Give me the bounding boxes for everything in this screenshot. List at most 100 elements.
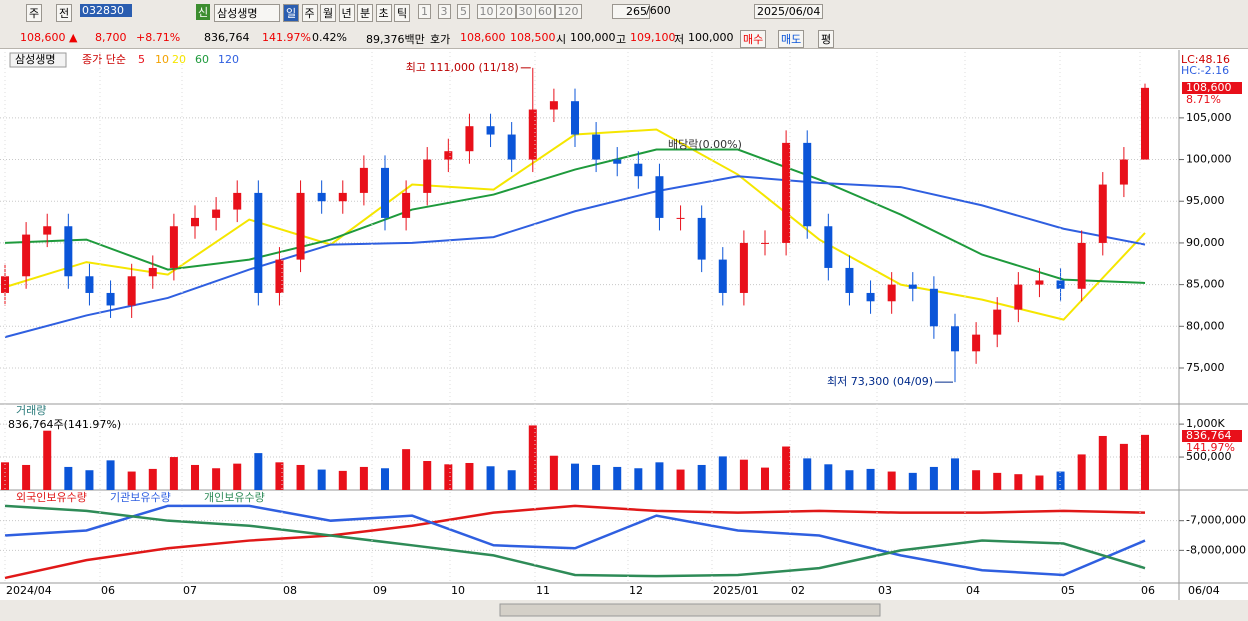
period-button[interactable]: 10 [476,4,497,19]
x-tick-label: 07 [183,584,197,597]
volume-bar [718,456,727,490]
y-tick-label: 80,000 [1186,319,1225,332]
label: 시 [556,33,567,46]
last-volume: 836,764 [1186,429,1232,442]
x-tick-label: 2024/04 [6,584,52,597]
volume-bar [402,449,411,490]
volume-bar [592,464,601,490]
candle-body [1077,242,1086,289]
period-button[interactable]: 3 [437,4,451,19]
quote-bar: 108,600 ▲ 8,700 +8.71% 836,764 141.97% 0… [0,28,1248,49]
low: 100,000 [688,31,734,44]
high: 109,100 [630,31,676,44]
period-button[interactable]: 20 [496,4,516,19]
candle-body [359,167,368,193]
candle-body [338,192,347,202]
candle-body [486,126,495,135]
turnover: 0.42% [312,31,347,44]
legend-title: 삼성생명 [15,53,55,66]
volume-bar [106,460,115,490]
stock-name[interactable]: 삼성생명 [214,4,280,22]
candle-body [43,226,52,235]
volume-bar [803,458,812,490]
candle-body [549,101,558,110]
holding-line [4,504,1146,577]
period-button[interactable]: 월 [320,4,337,22]
low-annotation: 최저 73,300 (04/09) [827,375,933,388]
volume-bar [191,464,199,490]
avg-button[interactable]: 평 [818,30,835,48]
candle-body [739,242,748,293]
x-tick-label: 12 [629,584,643,597]
candle-body [85,276,94,293]
volume-bar [423,461,432,490]
volume-bar [634,468,643,490]
count-input[interactable]: 265 [612,4,650,19]
candle-body [1119,159,1128,185]
period-button[interactable]: 년 [338,4,355,22]
volume-bar [972,470,981,490]
sell-button[interactable]: 매도 [778,30,805,48]
period-button[interactable]: 틱 [394,4,411,22]
label: 고 [616,33,627,46]
x-tick-label: 09 [373,584,387,597]
legend-item: 개인보유수량 [204,491,265,504]
period-button[interactable]: 초 [375,4,392,22]
candle-body [1098,184,1107,243]
buy-button[interactable]: 매수 [740,30,767,48]
volume-bar [655,462,664,490]
toolbar: 주 전 032830 신 삼성생명 일 주 월 년 분 초 틱 1 3 5 10 20 30 60 120 … [0,0,1248,29]
volume-bar [929,466,938,490]
period-button[interactable]: 분 [357,4,374,22]
candle-body [592,134,601,160]
date-input[interactable]: 2025/06/04 [754,4,824,19]
panel-title: 거래량 [16,404,46,417]
period-button[interactable]: 60 [535,4,555,19]
volume-bar [1119,443,1128,490]
chart-area: 105,000 100,000 95,000 90,000 85,000 80,000 75… [0,50,1248,621]
volume-bar [887,471,896,490]
volume-bar [993,472,1002,490]
candle-body [824,226,833,268]
period-button[interactable]: 일 [283,4,300,22]
candle-body [106,292,115,306]
volume-bar [1014,474,1023,490]
lc-label: LC:48.16 [1181,53,1230,66]
moving-average-line [4,148,1146,284]
volume-bar [676,469,685,490]
legend-item: 기관보유수량 [110,491,171,504]
period-button[interactable]: 5 [457,4,470,19]
x-tick-label: 2025/01 [713,584,759,597]
candle-body [951,326,959,352]
volume-info: 836,764주(141.97%) [8,418,121,431]
period-button[interactable]: 120 [554,4,582,19]
candle-body [929,288,938,327]
candle-body [507,134,516,160]
last-change: 8.71% [1186,93,1221,106]
volume-bar [338,470,347,490]
market-select[interactable]: 주 [26,4,43,22]
label: 저 [674,33,685,46]
y-tick-label: -7,000,000 [1186,514,1246,527]
candle-body [423,159,432,193]
x-tick-label: 10 [451,584,465,597]
y-tick-label: 95,000 [1186,194,1225,207]
volume-bar [85,470,94,490]
candle-body [191,217,199,227]
y-tick-label: 100,000 [1186,153,1232,166]
volume-bar [697,464,706,490]
volume-bar [254,453,263,490]
period-button[interactable]: 주 [301,4,318,22]
candle-body [275,259,284,293]
volume-bar [761,467,769,490]
scroll-thumb[interactable] [499,603,881,617]
dividend-annotation: 배당락(0.00%) [668,138,742,151]
period-button[interactable]: 1 [418,4,431,19]
period-button[interactable]: 30 [515,4,536,19]
candle-body [655,176,664,218]
legend-item: 60 [195,53,209,66]
volume-bar [169,457,178,490]
code-input[interactable]: 032830 [80,4,132,17]
prev-button[interactable]: 전 [56,4,73,22]
